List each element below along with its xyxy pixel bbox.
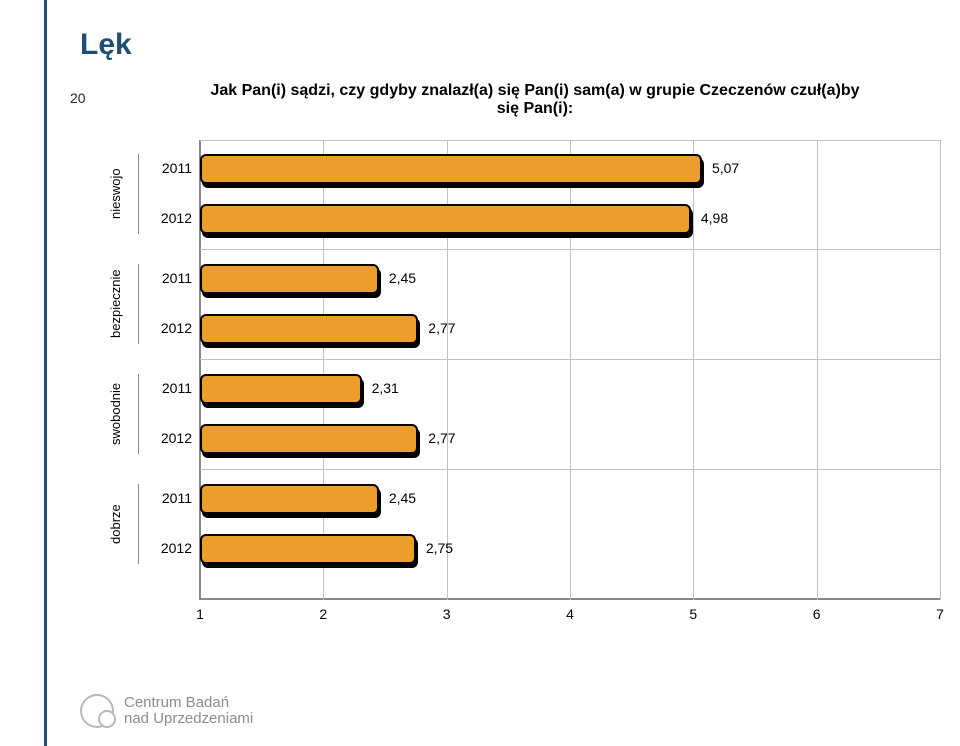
- gridline-h: [200, 140, 940, 141]
- gridline-h: [200, 469, 940, 470]
- gridline-h: [200, 359, 940, 360]
- bar-value-label: 2,75: [426, 540, 453, 556]
- chart-title: Jak Pan(i) sądzi, czy gdyby znalazł(a) s…: [200, 82, 870, 118]
- year-label: 2012: [152, 540, 192, 556]
- footer-text: Centrum Badań nad Uprzedzeniami: [124, 695, 253, 728]
- category-label: dobrze: [108, 484, 123, 564]
- bar: [200, 484, 379, 514]
- category-label: swobodnie: [108, 374, 123, 454]
- bar-value-label: 2,45: [389, 270, 416, 286]
- chart-area: 5,074,982,452,772,312,772,452,75 1234567…: [80, 140, 940, 630]
- category-bracket: [138, 484, 139, 564]
- x-tick-label: 2: [313, 606, 333, 622]
- page-number: 20: [70, 90, 86, 106]
- gridline-v: [693, 140, 694, 600]
- category-bracket: [138, 374, 139, 454]
- year-label: 2012: [152, 210, 192, 226]
- x-tick-label: 7: [930, 606, 950, 622]
- category-bracket: [138, 154, 139, 234]
- logo-icon: [80, 694, 114, 728]
- bar: [200, 534, 416, 564]
- category-label: bezpiecznie: [108, 264, 123, 344]
- bar: [200, 264, 379, 294]
- page-title: Lęk: [80, 28, 132, 62]
- gridline-h: [200, 249, 940, 250]
- gridline-v: [817, 140, 818, 600]
- bar-value-label: 2,45: [389, 490, 416, 506]
- footer-line-2: nad Uprzedzeniami: [124, 711, 253, 728]
- bar: [200, 154, 702, 184]
- footer-line-1: Centrum Badań: [124, 695, 253, 712]
- x-tick-label: 5: [683, 606, 703, 622]
- bar-value-label: 2,77: [428, 320, 455, 336]
- year-label: 2011: [152, 490, 192, 506]
- category-label: nieswojo: [108, 154, 123, 234]
- bar-value-label: 5,07: [712, 160, 739, 176]
- year-label: 2011: [152, 270, 192, 286]
- left-vertical-rule: [44, 0, 47, 746]
- bar: [200, 424, 418, 454]
- category-bracket: [138, 264, 139, 344]
- bar: [200, 204, 691, 234]
- year-label: 2012: [152, 430, 192, 446]
- year-label: 2011: [152, 160, 192, 176]
- year-label: 2011: [152, 380, 192, 396]
- x-tick-label: 3: [437, 606, 457, 622]
- bar: [200, 374, 362, 404]
- year-label: 2012: [152, 320, 192, 336]
- x-tick-label: 6: [807, 606, 827, 622]
- bar-value-label: 2,31: [372, 380, 399, 396]
- plot-area: 5,07 4,98 2,45 2,77 2,31 2,77 2,45 2,75: [200, 140, 940, 600]
- x-tick-label: 4: [560, 606, 580, 622]
- bar-value-label: 2,77: [428, 430, 455, 446]
- bar: [200, 314, 418, 344]
- gridline-v: [940, 140, 941, 600]
- x-tick-label: 1: [190, 606, 210, 622]
- footer: Centrum Badań nad Uprzedzeniami: [80, 694, 253, 728]
- bar-value-label: 4,98: [701, 210, 728, 226]
